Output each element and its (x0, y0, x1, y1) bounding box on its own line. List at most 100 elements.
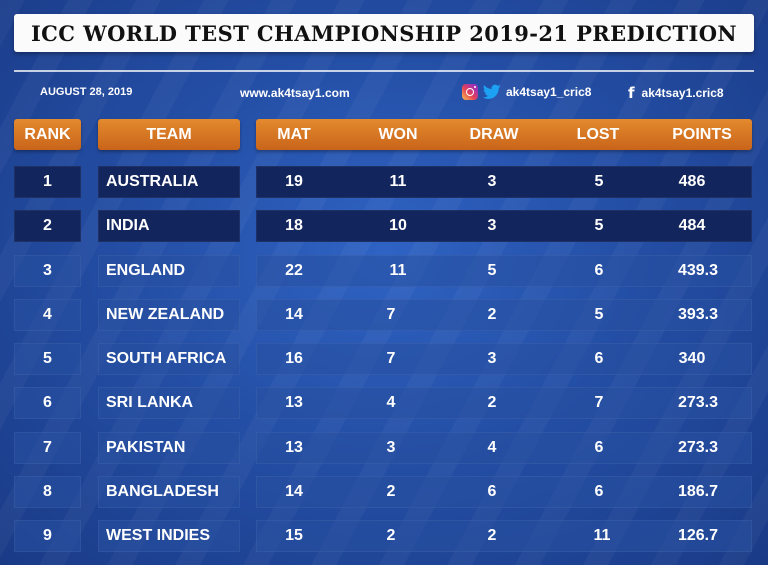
social-fb[interactable]: f ak4tsay1.cric8 (628, 84, 724, 102)
rank-cell: 5 (14, 343, 81, 375)
stats-cell: 15 2 2 11 126.7 (256, 520, 752, 552)
team-cell: ENGLAND (98, 255, 240, 287)
won-value: 3 (386, 439, 396, 456)
won-value: 11 (389, 173, 407, 190)
facebook-icon: f (628, 84, 635, 102)
team-cell: WEST INDIES (98, 520, 240, 552)
draw-value: 5 (487, 262, 497, 279)
mat-value: 22 (285, 262, 303, 279)
lost-value: 6 (594, 350, 604, 367)
rank-cell: 4 (14, 299, 81, 331)
header-rank: RANK (14, 119, 81, 150)
header-team-label: TEAM (146, 125, 192, 143)
draw-value: 2 (487, 394, 497, 411)
team-cell: PAKISTAN (98, 432, 240, 464)
header-stats: MAT WON DRAW LOST POINTS (256, 119, 752, 150)
stats-cell: 18 10 3 5 484 (256, 210, 752, 242)
points-value: 486 (678, 173, 706, 190)
mat-value: 14 (285, 306, 303, 323)
team-cell: BANGLADESH (98, 476, 240, 508)
table-row: 5 SOUTH AFRICA 16 7 3 6 340 (0, 343, 768, 375)
mat-value: 19 (285, 173, 303, 190)
draw-value: 4 (487, 439, 497, 456)
stats-cell: 19 11 3 5 486 (256, 166, 752, 198)
mat-value: 14 (285, 483, 303, 500)
draw-value: 6 (487, 483, 497, 500)
title-banner: ICC WORLD TEST CHAMPIONSHIP 2019-21 PRED… (14, 14, 754, 52)
rank-cell: 3 (14, 255, 81, 287)
page-title: ICC WORLD TEST CHAMPIONSHIP 2019-21 PRED… (30, 20, 738, 46)
date-label: AUGUST 28, 2019 (40, 86, 133, 98)
social-ig-tw[interactable]: ak4tsay1_cric8 (462, 84, 591, 100)
won-value: 7 (386, 350, 396, 367)
table-row: 8 BANGLADESH 14 2 6 6 186.7 (0, 476, 768, 508)
stats-cell: 22 11 5 6 439.3 (256, 255, 752, 287)
won-value: 11 (389, 262, 407, 279)
rank-cell: 6 (14, 387, 81, 419)
points-value: 126.7 (677, 527, 719, 544)
team-cell: SRI LANKA (98, 387, 240, 419)
lost-value: 6 (594, 483, 604, 500)
lost-value: 6 (594, 439, 604, 456)
points-value: 439.3 (677, 262, 719, 279)
draw-value: 3 (487, 217, 497, 234)
mat-value: 13 (285, 439, 303, 456)
rank-cell: 1 (14, 166, 81, 198)
lost-value: 6 (594, 262, 604, 279)
header-rank-label: RANK (24, 125, 71, 143)
won-value: 2 (386, 483, 396, 500)
stats-cell: 14 7 2 5 393.3 (256, 299, 752, 331)
mat-value: 16 (285, 350, 303, 367)
points-value: 273.3 (677, 394, 719, 411)
facebook-handle: ak4tsay1.cric8 (641, 86, 724, 100)
points-value: 340 (678, 350, 706, 367)
header-mat: MAT (277, 125, 311, 143)
table-row: 1 AUSTRALIA 19 11 3 5 486 (0, 166, 768, 198)
mat-value: 13 (285, 394, 303, 411)
table-row: 3 ENGLAND 22 11 5 6 439.3 (0, 255, 768, 287)
header-team: TEAM (98, 119, 240, 150)
lost-value: 7 (594, 394, 604, 411)
table-row: 6 SRI LANKA 13 4 2 7 273.3 (0, 387, 768, 419)
lost-value: 5 (594, 173, 604, 190)
social-handle: ak4tsay1_cric8 (506, 85, 592, 99)
won-value: 7 (386, 306, 396, 323)
lost-value: 11 (593, 527, 611, 544)
won-value: 2 (386, 527, 396, 544)
mat-value: 15 (285, 527, 303, 544)
header-lost: LOST (576, 125, 620, 143)
team-cell: NEW ZEALAND (98, 299, 240, 331)
instagram-icon (462, 84, 478, 100)
rank-cell: 7 (14, 432, 81, 464)
draw-value: 3 (487, 350, 497, 367)
points-value: 186.7 (677, 483, 719, 500)
lost-value: 5 (594, 306, 604, 323)
table-row: 2 INDIA 18 10 3 5 484 (0, 210, 768, 242)
stats-cell: 13 3 4 6 273.3 (256, 432, 752, 464)
stats-cell: 13 4 2 7 273.3 (256, 387, 752, 419)
header-won: WON (378, 125, 418, 143)
header-points: POINTS (672, 125, 732, 143)
mat-value: 18 (285, 217, 303, 234)
draw-value: 3 (487, 173, 497, 190)
table-row: 7 PAKISTAN 13 3 4 6 273.3 (0, 432, 768, 464)
stats-cell: 14 2 6 6 186.7 (256, 476, 752, 508)
won-value: 4 (386, 394, 396, 411)
twitter-icon (483, 84, 501, 99)
website-link[interactable]: www.ak4tsay1.com (240, 86, 350, 100)
lost-value: 5 (594, 217, 604, 234)
won-value: 10 (389, 217, 407, 234)
team-cell: INDIA (98, 210, 240, 242)
header-draw: DRAW (469, 125, 519, 143)
team-cell: AUSTRALIA (98, 166, 240, 198)
rank-cell: 9 (14, 520, 81, 552)
stats-cell: 16 7 3 6 340 (256, 343, 752, 375)
team-cell: SOUTH AFRICA (98, 343, 240, 375)
rank-cell: 8 (14, 476, 81, 508)
draw-value: 2 (487, 306, 497, 323)
points-value: 393.3 (677, 306, 719, 323)
draw-value: 2 (487, 527, 497, 544)
points-value: 273.3 (677, 439, 719, 456)
table-row: 9 WEST INDIES 15 2 2 11 126.7 (0, 520, 768, 552)
points-value: 484 (678, 217, 706, 234)
